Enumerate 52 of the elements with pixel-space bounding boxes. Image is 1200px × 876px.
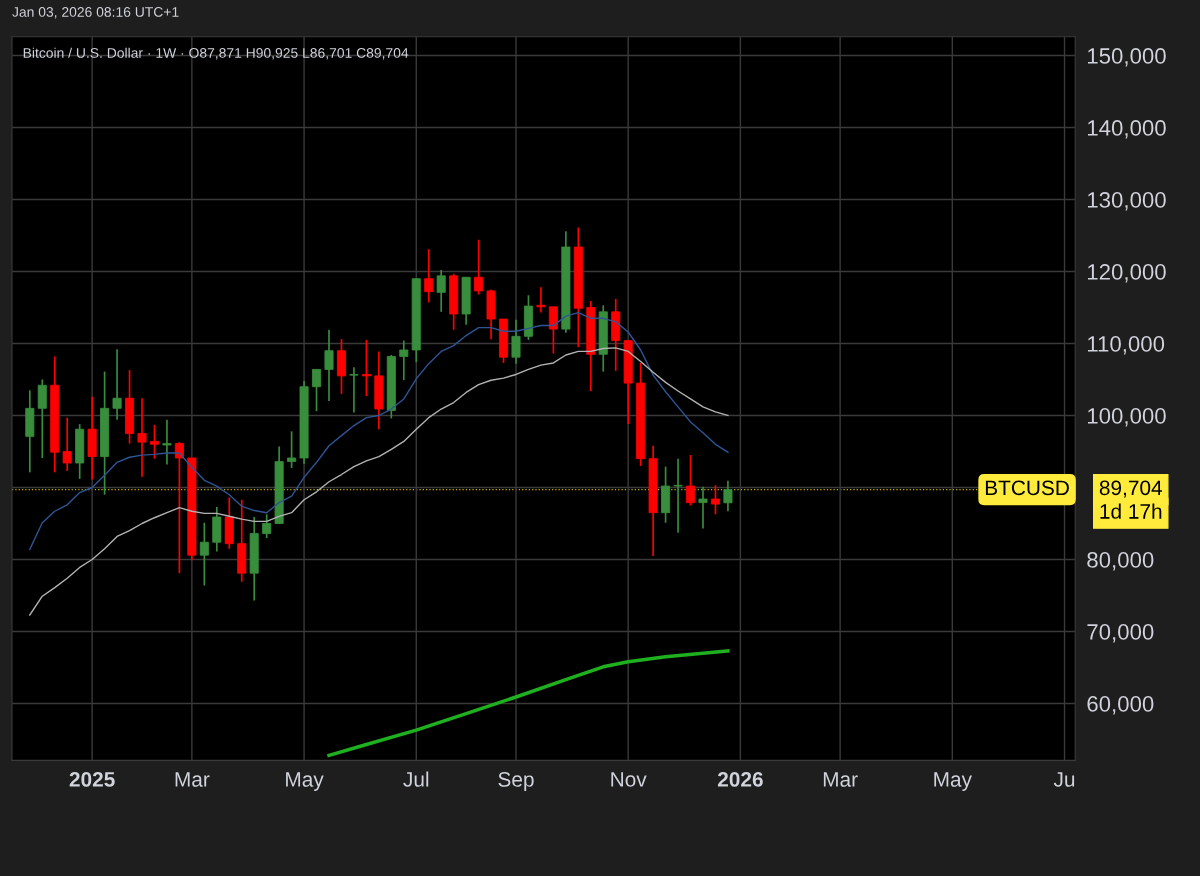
candlestick (536, 286, 546, 314)
ref-line-label: BTCUSD (985, 480, 1069, 496)
candlestick (686, 454, 696, 507)
y-tick-label: 140,000 (1088, 120, 1166, 139)
x-tick-label: May (934, 772, 972, 791)
candlestick (511, 318, 521, 365)
candlestick (112, 348, 122, 421)
candlestick (37, 378, 47, 459)
candlestick (424, 248, 434, 304)
x-tick-label: Nov (611, 772, 647, 787)
candlestick (62, 416, 72, 472)
y-tick-label: 120,000 (1088, 264, 1166, 283)
text: Bitcoin / U.S. Dollar · 1W · O87,871 H90,925 L86,701 C89,704 (23, 47, 409, 60)
text: 89,704 (1099, 480, 1163, 498)
x-tick-label: Mar (823, 772, 858, 787)
candlestick (361, 339, 371, 397)
candlestick (399, 339, 409, 382)
candlestick (287, 430, 297, 469)
x-tick-label: May (286, 772, 324, 791)
y-tick-label: 110,000 (1088, 336, 1165, 355)
text: 1d 17h (1100, 503, 1162, 519)
candlestick (162, 418, 172, 466)
candlestick (548, 305, 558, 355)
text: Jan 03, 2026 08:16 UTC+1 (12, 7, 179, 19)
y-tick-label: 150,000 (1088, 48, 1166, 67)
candlestick (312, 368, 322, 413)
y-tick-label: 100,000 (1088, 408, 1166, 427)
x-tick-label: Ju (1053, 772, 1075, 787)
x-tick-label: Sep (498, 772, 534, 791)
y-tick-label: 60,000 (1087, 696, 1154, 715)
y-tick-label: 80,000 (1087, 552, 1154, 571)
candlestick (474, 238, 484, 296)
candlestick (137, 397, 147, 478)
candlestick (723, 480, 733, 513)
x-tick-label: 2026 (717, 772, 763, 787)
candlestick (174, 441, 184, 575)
candlestick (710, 484, 720, 515)
line-series (29, 347, 729, 616)
x-tick-label: 2025 (69, 772, 115, 787)
y-tick-label: 130,000 (1088, 192, 1166, 211)
x-tick-label: Mar (175, 772, 210, 787)
candlestick (349, 366, 359, 414)
line-series (327, 649, 730, 758)
y-tick-label: 70,000 (1087, 624, 1154, 643)
candlestick (149, 424, 159, 460)
candlestick (436, 269, 446, 313)
x-tick-label: Jul (403, 771, 429, 787)
candlestick (262, 513, 272, 539)
candlestick (324, 328, 334, 402)
candlestick (199, 521, 209, 587)
candlestick (698, 485, 708, 530)
candlestick (673, 457, 683, 534)
